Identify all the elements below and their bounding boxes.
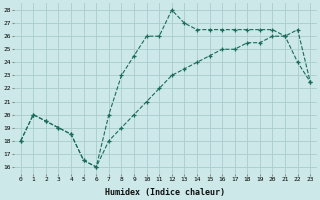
X-axis label: Humidex (Indice chaleur): Humidex (Indice chaleur): [106, 188, 226, 197]
